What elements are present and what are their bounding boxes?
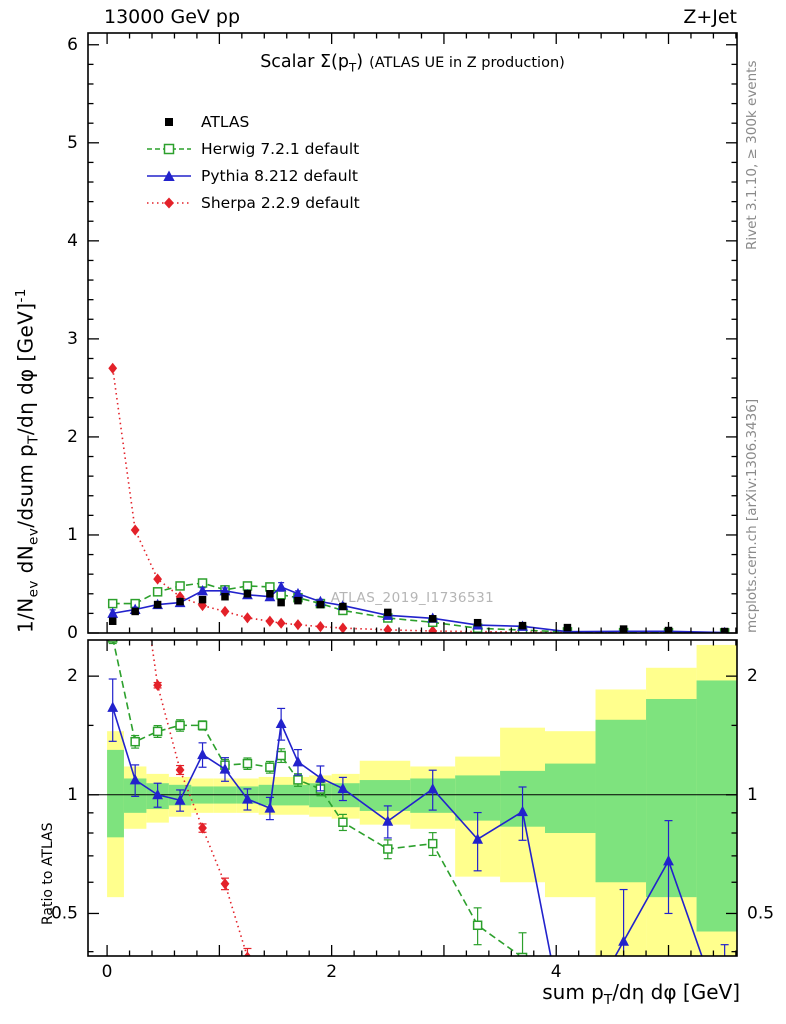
watermark: ATLAS_2019_I1736531 — [330, 590, 495, 606]
legend-label-herwig: Herwig 7.2.1 default — [201, 139, 360, 158]
tick-label: 0.5 — [747, 903, 774, 923]
tick-label: 2 — [747, 666, 758, 686]
plot-title-paren: (ATLAS UE in Z production) — [369, 55, 565, 71]
process-label: Z+Jet — [683, 6, 737, 28]
tick-label: 5 — [67, 133, 78, 153]
ylabel-part: dN — [13, 544, 38, 581]
panel-frame — [87, 32, 738, 634]
tick-label: 1 — [747, 785, 758, 805]
legend-label-atlas: ATLAS — [201, 112, 250, 131]
main-series-layer — [107, 362, 730, 633]
tick-label: 2 — [67, 427, 78, 447]
tick-label: 1 — [67, 785, 78, 805]
legend-item-atlas: ATLAS — [146, 108, 360, 135]
ylabel-sub: ev — [25, 580, 42, 598]
legend-item-sherpa: Sherpa 2.2.9 default — [146, 189, 360, 216]
tick-label: 4 — [67, 231, 78, 251]
ratio-series-layer — [107, 640, 729, 956]
axes-layer: 0 2 4 0 1 2 3 4 5 6 0.5 0.5 1 1 2 2 — [51, 33, 774, 982]
x-axis-label: sum pT/dη dφ [GeV] — [542, 980, 740, 1008]
legend-label-pythia: Pythia 8.212 default — [201, 166, 358, 185]
plot-title-sub: T — [348, 60, 357, 75]
tick-label: 1 — [67, 525, 78, 545]
xlabel-sub: T — [603, 992, 613, 1008]
plot-title-close: ) — [356, 52, 364, 72]
tick-label: 4 — [551, 962, 562, 982]
pythia-marker-icon — [147, 170, 191, 181]
ylabel-sub: ev — [25, 527, 42, 545]
ylabel-part: 1/N — [13, 597, 38, 633]
plot-title: Scalar Σ(pT) (ATLAS UE in Z production) — [88, 52, 737, 75]
beam-energy-label: 13000 GeV pp — [104, 6, 241, 28]
plot-title-main: Scalar Σ(p — [260, 52, 349, 72]
ylabel-sub: T — [25, 435, 42, 444]
y-axis-label-ratio: Ratio to ATLAS — [40, 822, 56, 925]
tick-label: 0.5 — [51, 903, 78, 923]
xlabel-part: /dη dφ [GeV] — [612, 980, 740, 1004]
legend-item-pythia: Pythia 8.212 default — [146, 162, 360, 189]
ylabel-part: /dsum p — [13, 443, 38, 528]
y-axis-label-main: 1/Nev dNev/dsum pT/dη dφ [GeV]-1 — [13, 288, 42, 633]
legend: ATLAS Herwig 7.2.1 default Pythia 8.212 … — [146, 108, 360, 216]
tick-label: 2 — [326, 962, 337, 982]
tick-label: 0 — [102, 962, 113, 982]
ratio-uncertainty-bands — [88, 644, 737, 956]
tick-label: 2 — [67, 666, 78, 686]
mcplots-reference-note: mcplots.cern.ch [arXiv:1306.3436] — [744, 398, 760, 633]
xlabel-part: sum p — [542, 980, 604, 1004]
tick-label: 6 — [67, 35, 78, 55]
tick-label: 0 — [67, 623, 78, 643]
rivet-version-note: Rivet 3.1.10, ≥ 300k events — [744, 60, 760, 251]
atlas-marker-icon — [165, 117, 173, 126]
legend-label-sherpa: Sherpa 2.2.9 default — [201, 193, 360, 212]
ylabel-sup: -1 — [13, 288, 29, 303]
legend-item-herwig: Herwig 7.2.1 default — [146, 135, 360, 162]
herwig-marker-icon — [147, 143, 191, 154]
ylabel-part: /dη dφ [GeV] — [13, 302, 38, 436]
sherpa-marker-icon — [147, 197, 191, 208]
tick-label: 3 — [67, 329, 78, 349]
panel-frame — [87, 639, 738, 957]
